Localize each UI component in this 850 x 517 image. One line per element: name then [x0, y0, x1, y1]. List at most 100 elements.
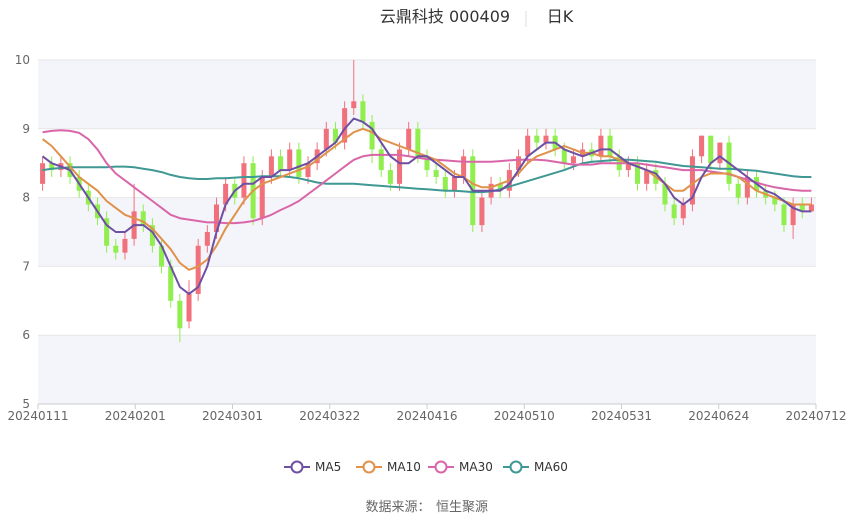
- plot-band: [38, 60, 816, 129]
- candle-body: [781, 204, 787, 226]
- source-name: 恒生聚源: [436, 500, 488, 515]
- legend-label: MA30: [459, 460, 493, 474]
- candle-body: [699, 135, 705, 157]
- candle-body: [159, 245, 165, 267]
- legend-item-ma30[interactable]: MA30: [428, 460, 493, 474]
- candle-body: [744, 176, 750, 198]
- candle-body: [204, 232, 210, 246]
- candle-body: [598, 135, 604, 157]
- x-tick-label: 20240301: [202, 409, 263, 423]
- y-tick-label: 9: [22, 122, 30, 136]
- candle-body: [808, 204, 814, 212]
- candle-body: [543, 135, 549, 143]
- plot-bands: [38, 60, 816, 404]
- x-tick-label: 20240510: [494, 409, 555, 423]
- candle-body: [644, 170, 650, 184]
- candle-body: [113, 245, 119, 253]
- candle-body: [772, 197, 778, 205]
- candle-body: [607, 135, 613, 157]
- chart-title: 云鼎科技 000409: [380, 7, 510, 26]
- x-tick-label: 20240712: [785, 409, 846, 423]
- candle-body: [140, 211, 146, 226]
- ma5-line: [41, 117, 812, 295]
- x-tick-label: 20240111: [7, 409, 68, 423]
- legend-marker: [509, 460, 523, 474]
- legend-label: MA60: [534, 460, 568, 474]
- source-label: 数据来源：: [365, 500, 430, 515]
- legend-marker: [434, 460, 448, 474]
- candle-body: [671, 204, 677, 219]
- ma30-line: [42, 129, 812, 225]
- candle-body: [397, 149, 403, 184]
- candle-body: [305, 163, 311, 177]
- moving-average-lines: [41, 117, 812, 295]
- candle-body: [442, 176, 448, 191]
- candle-body: [223, 183, 229, 205]
- y-tick-label: 5: [22, 397, 30, 411]
- y-tick-label: 8: [22, 191, 30, 205]
- candle-body: [213, 204, 219, 232]
- candle-body: [799, 204, 805, 212]
- x-tick-label: 20240322: [299, 409, 360, 423]
- legend-item-ma5[interactable]: MA5: [284, 460, 341, 474]
- legend[interactable]: MA5 MA10 MA30 MA60: [284, 460, 568, 474]
- candle-body: [689, 156, 695, 205]
- candle-body: [516, 156, 522, 171]
- legend-label: MA10: [387, 460, 421, 474]
- candle-body: [525, 135, 531, 157]
- candle-body: [534, 135, 540, 143]
- x-axis: 20240111 20240201 20240301 20240322 20240416…: [7, 403, 847, 423]
- period-label: 日K: [547, 7, 574, 26]
- candle-body: [342, 108, 348, 143]
- candle-body: [479, 197, 485, 226]
- candle-body: [168, 266, 174, 301]
- legend-marker: [362, 460, 376, 474]
- candle-body: [680, 204, 686, 219]
- candle-body: [177, 300, 183, 329]
- candle-body: [570, 156, 576, 164]
- candle-body: [378, 149, 384, 171]
- candle-body: [360, 101, 366, 122]
- plot-band: [38, 197, 816, 267]
- candle-body: [708, 135, 714, 164]
- y-tick-label: 7: [22, 259, 30, 273]
- ma60-line: [42, 158, 812, 194]
- candle-body: [451, 176, 457, 191]
- candle-body: [625, 163, 631, 171]
- candle-body: [735, 183, 741, 198]
- candle-body: [104, 218, 110, 246]
- candle-body: [369, 121, 375, 150]
- x-tick-label: 20240531: [591, 409, 652, 423]
- y-tick-label: 6: [22, 328, 30, 342]
- candle-body: [296, 149, 302, 177]
- candle-body: [461, 156, 467, 177]
- candle-body: [561, 149, 567, 164]
- candle-body: [433, 170, 439, 177]
- candle-body: [387, 170, 393, 184]
- candle-body: [323, 128, 329, 150]
- candle-body: [287, 149, 293, 171]
- candle-body: [406, 128, 412, 150]
- x-tick-label: 20240416: [396, 409, 457, 423]
- candle-body: [497, 183, 503, 191]
- legend-label: MA5: [315, 460, 341, 474]
- legend-item-ma10[interactable]: MA10: [356, 460, 421, 474]
- candle-body: [351, 101, 357, 109]
- candle-body: [635, 163, 641, 184]
- candle-body: [122, 238, 128, 253]
- candle-body: [662, 183, 668, 205]
- candle-body: [717, 142, 723, 164]
- legend-item-ma60[interactable]: MA60: [503, 460, 568, 474]
- x-tick-label: 20240201: [105, 409, 166, 423]
- candle-body: [790, 204, 796, 226]
- candle-body: [415, 128, 421, 157]
- y-tick-label: 10: [15, 53, 30, 67]
- legend-marker: [290, 460, 304, 474]
- candle-body: [259, 176, 265, 219]
- candle-body: [241, 163, 247, 198]
- candle-body: [149, 225, 155, 246]
- plot-band: [38, 335, 816, 404]
- candle-body: [195, 245, 201, 294]
- candle-body: [424, 156, 430, 171]
